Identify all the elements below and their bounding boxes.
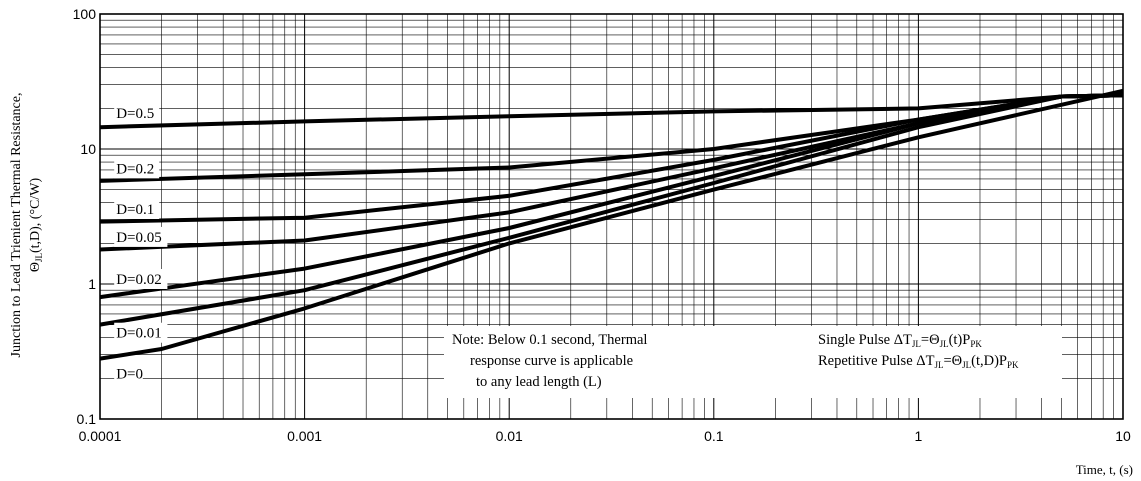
- series-line-3: [99, 93, 1124, 252]
- repetitive-pulse-sub2: JL: [962, 360, 971, 370]
- y-tick-labels: 0.1 1 10 100: [73, 6, 97, 427]
- repetitive-pulse-sub3: PK: [1007, 360, 1019, 370]
- repetitive-pulse-sub1: JL: [934, 360, 943, 370]
- curve-label-1: D=0.2: [116, 161, 154, 177]
- x-axis-label: Time, t, (s): [1076, 462, 1133, 477]
- chart-series: [99, 88, 1124, 361]
- repetitive-pulse-prefix: Repetitive Pulse ΔT: [818, 353, 935, 369]
- plot-frame: [99, 13, 1124, 420]
- note-box: Note: Below 0.1 second, Thermal response…: [444, 326, 1062, 398]
- curve-label-background: [114, 269, 168, 289]
- single-pulse-sub3: PK: [970, 339, 982, 349]
- curve-label-background: [114, 363, 143, 384]
- curve-label-5: D=0.01: [116, 326, 162, 342]
- note-box-background: [444, 326, 1062, 398]
- x-tick-label-4: 1: [915, 428, 923, 444]
- series-line-5: [99, 93, 1124, 327]
- note-line-1: Note: Below 0.1 second, Thermal: [452, 332, 647, 348]
- single-pulse-mid: =Θ: [921, 332, 940, 348]
- note-line-2: response curve is applicable: [470, 353, 633, 369]
- curve-label-4: D=0.02: [116, 272, 162, 288]
- y-axis-label-line1: Junction to Lead Trienient Thermal Resis…: [9, 93, 24, 358]
- curve-label-2: D=0.1: [116, 202, 154, 218]
- y-tick-label-2: 10: [80, 141, 96, 157]
- y-tick-label-3: 100: [73, 6, 97, 22]
- y-tick-label-1: 1: [88, 276, 96, 292]
- note-line-3: to any lead length (L): [476, 374, 602, 390]
- x-tick-labels: 0.0001 0.001 0.01 0.1 1 10: [79, 428, 1131, 444]
- curve-label-background: [114, 322, 168, 343]
- x-tick-label-5: 10: [1115, 428, 1131, 444]
- series-line-6: [99, 88, 1124, 361]
- y-tick-label-0: 0.1: [77, 411, 97, 427]
- x-tick-label-3: 0.1: [704, 428, 724, 444]
- single-pulse-sub2: JL: [940, 339, 949, 349]
- y-axis-label-subscript: JL: [34, 253, 44, 262]
- curve-label-background: [114, 102, 160, 123]
- single-pulse-sub1: JL: [912, 339, 921, 349]
- y-axis-label-rest: (t,D), (°C/W): [28, 178, 43, 254]
- curve-label-background: [114, 158, 160, 179]
- x-tick-label-0: 0.0001: [79, 428, 122, 444]
- y-axis-label: Junction to Lead Trienient Thermal Resis…: [9, 93, 44, 358]
- curve-label-0: D=0.5: [116, 106, 154, 122]
- repetitive-pulse-formula: Repetitive Pulse ΔTJL=ΘJL(t,D)PPK: [818, 353, 1019, 370]
- curve-label-6: D=0: [116, 366, 143, 382]
- y-axis-label-symbol: Θ: [28, 262, 43, 272]
- curve-label-background: [114, 226, 168, 247]
- single-pulse-rest: (t)P: [949, 332, 971, 348]
- y-axis-label-line2: ΘJL(t,D), (°C/W): [28, 178, 44, 273]
- curve-label-3: D=0.05: [116, 230, 162, 246]
- curve-label-background: [114, 199, 160, 220]
- x-tick-label-2: 0.01: [496, 428, 523, 444]
- curve-labels: D=0.5 D=0.2 D=0.1 D=0.05 D=0.02 D=0.01 D=0: [114, 102, 168, 384]
- x-tick-label-1: 0.001: [287, 428, 322, 444]
- single-pulse-prefix: Single Pulse ΔT: [818, 332, 912, 348]
- single-pulse-formula: Single Pulse ΔTJL=ΘJL(t)PPK: [818, 332, 982, 349]
- repetitive-pulse-rest: (t,D)P: [971, 353, 1007, 369]
- repetitive-pulse-mid: =Θ: [943, 353, 962, 369]
